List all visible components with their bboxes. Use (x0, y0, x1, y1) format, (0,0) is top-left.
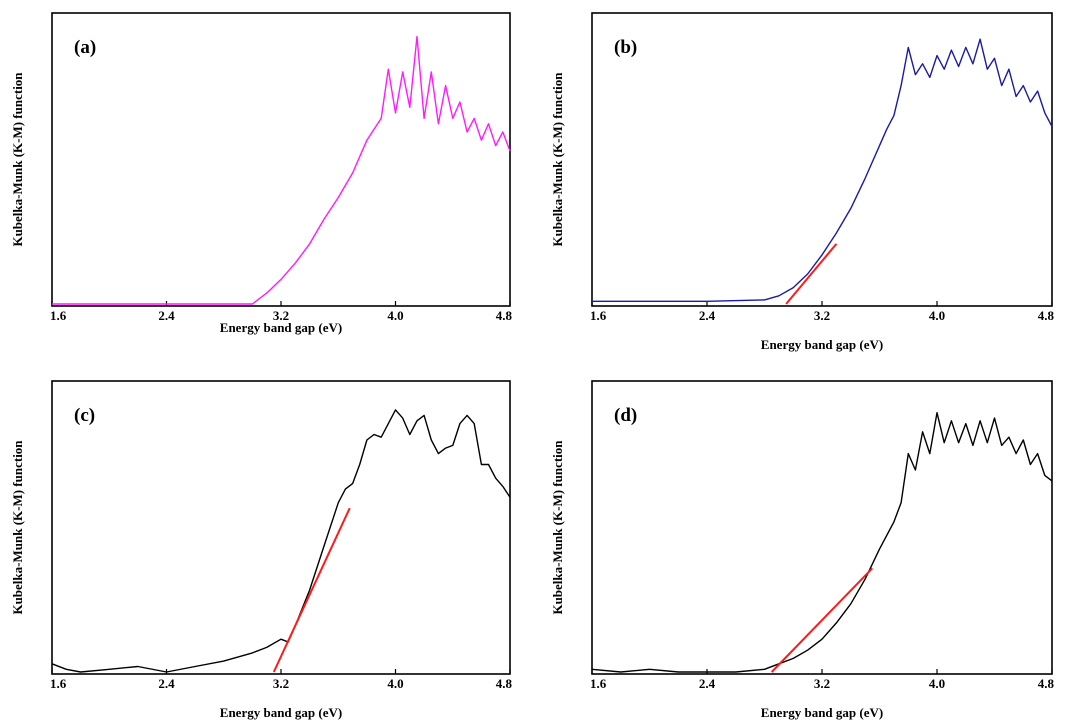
panel-label: (a) (74, 37, 96, 58)
x-tick-label: 4.0 (387, 676, 403, 691)
x-tick-label: 1.6 (50, 676, 67, 691)
x-tick-label: 4.8 (496, 676, 513, 691)
x-tick-label: 4.8 (1038, 308, 1055, 323)
panel-label: (b) (614, 37, 637, 58)
tauc-fit-line (770, 567, 874, 673)
km-spectrum-line (52, 35, 511, 305)
plot-frame (51, 12, 511, 307)
x-axis-label: Energy band gap (eV) (761, 705, 883, 720)
x-axis-label: Energy band gap (eV) (220, 320, 342, 335)
plot-frame (51, 380, 511, 675)
km-spectrum-line (592, 38, 1053, 302)
panel-label: (c) (74, 405, 95, 426)
y-axis-label: Kubelka-Munk (K-M) function (550, 440, 565, 615)
x-tick-label: 3.2 (814, 676, 830, 691)
panel-2: 1.6 2.4 3.2 4.0 4.8 Energy band gap (eV) Kubel… (550, 12, 1055, 352)
tauc-fit-line (272, 507, 351, 673)
panel-3: 1.6 2.4 3.2 4.0 4.8 Energy band gap (eV) Kubel… (10, 380, 513, 720)
km-spectrum-line (591, 412, 1053, 673)
x-tick-label: 4.0 (929, 308, 945, 323)
x-tick-label: 2.4 (158, 676, 175, 691)
x-tick-label: 1.6 (50, 308, 67, 323)
x-tick-label: 2.4 (699, 308, 716, 323)
x-tick-label: 4.8 (496, 308, 513, 323)
x-tick-label: 3.2 (273, 676, 289, 691)
x-axis-label: Energy band gap (eV) (220, 705, 342, 720)
y-axis-label: Kubelka-Munk (K-M) function (10, 440, 25, 615)
x-axis-label: Energy band gap (eV) (761, 337, 883, 352)
x-tick-label: 3.2 (814, 308, 830, 323)
x-tick-label: 1.6 (590, 676, 607, 691)
x-tick-label: 2.4 (158, 308, 175, 323)
x-tick-label: 4.8 (1038, 676, 1055, 691)
plot-frame (591, 380, 1053, 675)
y-axis-label: Kubelka-Munk (K-M) function (10, 72, 25, 247)
km-spectrum-line (51, 409, 511, 673)
x-tick-label: 1.6 (590, 308, 607, 323)
panel-1: 1.6 2.4 3.2 4.0 4.8 Energy band gap (eV) Kubel… (10, 12, 513, 335)
x-tick-label: 3.2 (273, 308, 289, 323)
panel-4: 1.6 2.4 3.2 4.0 4.8 Energy band gap (eV) Kubel… (550, 380, 1055, 720)
x-tick-label: 4.0 (387, 308, 403, 323)
x-tick-label: 2.4 (699, 676, 716, 691)
panel-label: (d) (614, 405, 637, 426)
tauc-fit-line (785, 243, 838, 305)
y-axis-label: Kubelka-Munk (K-M) function (550, 72, 565, 247)
x-tick-label: 4.0 (929, 676, 945, 691)
